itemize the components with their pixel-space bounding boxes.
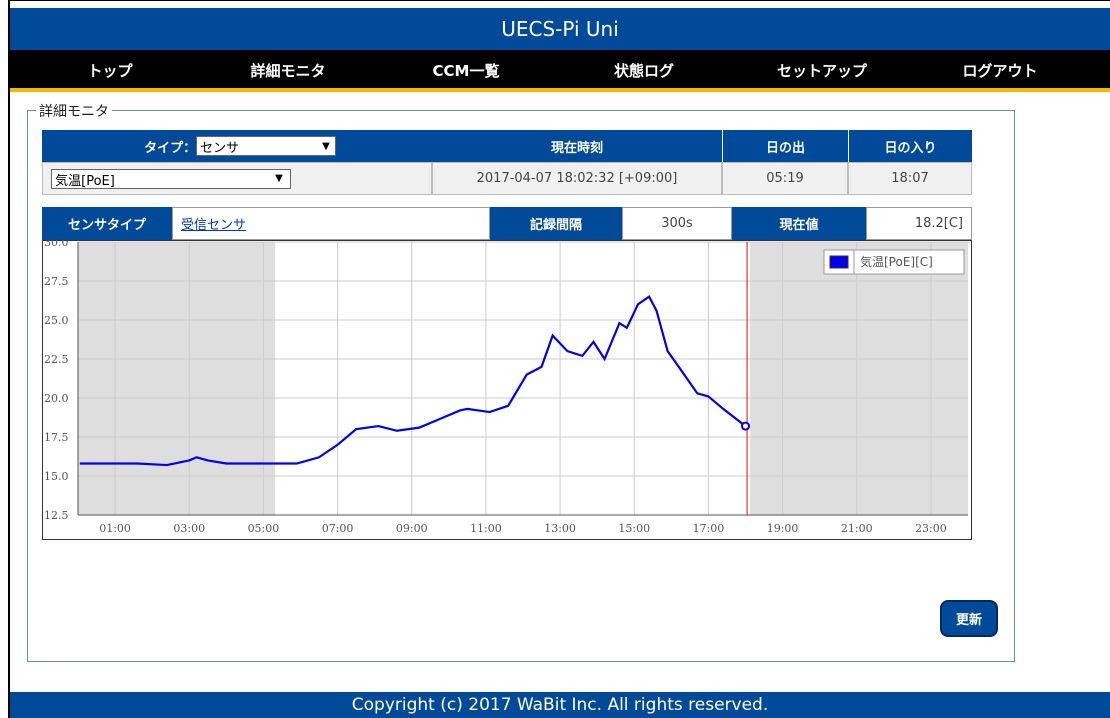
x-tick-label: 23:00 xyxy=(915,522,947,535)
current-label: 現在値 xyxy=(732,207,866,240)
nav-item[interactable]: 詳細モニタ xyxy=(250,62,326,80)
sensor-cell: 気温[PoE] ▼ xyxy=(42,162,432,195)
x-tick-label: 17:00 xyxy=(693,522,725,535)
nav-item[interactable]: CCM一覧 xyxy=(432,62,500,80)
sensor-type-label: センサタイプ xyxy=(42,207,172,240)
legend-swatch xyxy=(829,255,849,269)
fieldset xyxy=(27,110,1015,662)
nav-item[interactable]: セットアップ xyxy=(776,62,867,80)
nav-accent xyxy=(10,88,1110,92)
nav-item[interactable]: 状態ログ xyxy=(613,62,674,80)
app-title: UECS-Pi Uni xyxy=(10,8,1110,50)
y-tick-label: 27.5 xyxy=(44,275,69,288)
footer: Copyright (c) 2017 WaBit Inc. All rights… xyxy=(10,692,1110,718)
x-tick-label: 01:00 xyxy=(99,522,131,535)
current-value: 18.2[C] xyxy=(866,207,972,240)
x-tick-label: 09:00 xyxy=(396,522,428,535)
y-tick-label: 12.5 xyxy=(44,509,69,522)
sunrise-header: 日の出 xyxy=(722,130,848,162)
x-tick-label: 11:00 xyxy=(470,522,502,535)
x-tick-label: 07:00 xyxy=(322,522,354,535)
window-edge xyxy=(8,0,10,718)
sunrise-value: 05:19 xyxy=(722,162,848,195)
x-tick-label: 19:00 xyxy=(767,522,799,535)
top-edge xyxy=(8,0,1110,8)
y-tick-label: 20.0 xyxy=(44,392,69,405)
refresh-button[interactable]: 更新 xyxy=(940,600,998,637)
x-tick-label: 03:00 xyxy=(173,522,205,535)
sensor-type-link[interactable]: 受信センサ xyxy=(181,218,247,233)
sensor-select[interactable]: 気温[PoE] xyxy=(51,168,292,189)
interval-label: 記録間隔 xyxy=(490,207,622,240)
chart: 12.5 15.0 17.5 20.0 22.5 25.0 27.5 30.0 01:00 03:… xyxy=(42,240,972,540)
type-label: タイプ： xyxy=(144,140,197,156)
y-tick-label: 25.0 xyxy=(44,314,69,327)
sunset-value: 18:07 xyxy=(848,162,972,195)
x-tick-label: 13:00 xyxy=(544,522,576,535)
time-header: 現在時刻 xyxy=(432,130,722,162)
y-tick-label: 22.5 xyxy=(44,353,69,366)
y-tick-label: 15.0 xyxy=(44,470,69,483)
legend-label: 気温[PoE][C] xyxy=(860,254,933,269)
sunset-header: 日の入り xyxy=(848,130,972,162)
interval-value: 300s xyxy=(622,207,732,240)
x-tick-label: 05:00 xyxy=(248,522,280,535)
nav-item[interactable]: ログアウト xyxy=(962,62,1038,80)
last-point xyxy=(741,421,750,431)
x-tick-label: 21:00 xyxy=(841,522,873,535)
night-shade xyxy=(78,242,276,515)
x-tick-label: 15:00 xyxy=(618,522,650,535)
data-line xyxy=(79,294,747,467)
time-value: 2017-04-07 18:02:32 [+09:00] xyxy=(432,162,722,195)
type-cell: タイプ： センサ ▼ xyxy=(42,130,432,162)
type-select[interactable]: センサ xyxy=(196,136,337,156)
nav-bar: トップ 詳細モニタ CCM一覧 状態ログ セットアップ ログアウト xyxy=(10,50,1110,88)
y-tick-label: 30.0 xyxy=(44,240,69,249)
y-tick-label: 17.5 xyxy=(44,431,69,444)
fieldset-legend: 詳細モニタ xyxy=(36,101,112,121)
night-shade xyxy=(749,242,968,515)
nav-item[interactable]: トップ xyxy=(87,62,133,80)
